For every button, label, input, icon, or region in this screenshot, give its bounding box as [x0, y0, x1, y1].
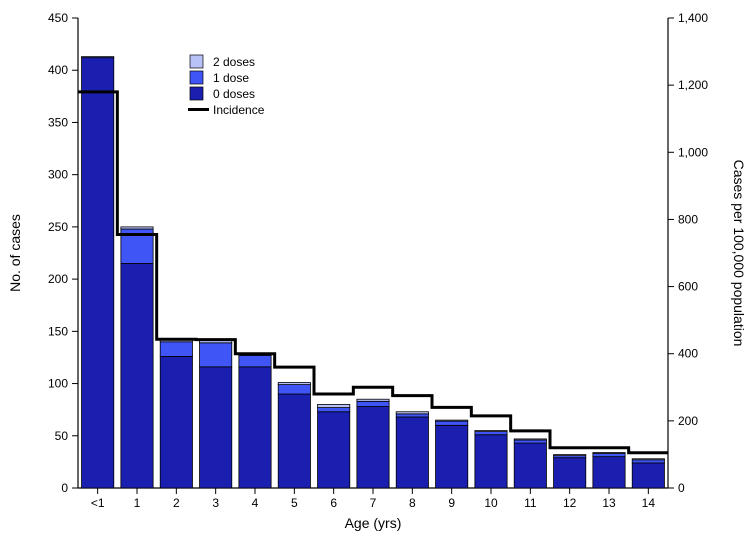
x-tick-label: 8	[409, 496, 416, 510]
legend-swatch	[190, 87, 203, 100]
bar-doses2	[593, 452, 625, 453]
x-tick-label: <1	[91, 496, 105, 510]
bar-doses1	[514, 440, 546, 443]
y-left-tick-label: 400	[48, 63, 68, 77]
bar-doses0	[160, 356, 192, 488]
bar-doses0	[632, 463, 664, 488]
bar-doses1	[160, 342, 192, 357]
legend-swatch	[190, 55, 203, 68]
x-tick-label: 2	[173, 496, 180, 510]
legend-label: 1 dose	[213, 71, 249, 85]
chart-container: 0 50 100 150 200 250 300 350 400 450 0 200 400 600 800…	[0, 0, 750, 551]
bar-doses0	[357, 407, 389, 488]
x-tick-label: 7	[370, 496, 377, 510]
bar-doses1	[318, 408, 350, 412]
y-right-tick-label: 800	[678, 212, 698, 226]
x-tick-label: 9	[448, 496, 455, 510]
bar-doses2	[318, 404, 350, 407]
x-tick-label: 13	[602, 496, 616, 510]
x-tick-label: 4	[252, 496, 259, 510]
bar-doses0	[82, 58, 114, 488]
bar-doses1	[632, 460, 664, 463]
y-right-tick-label: 200	[678, 414, 698, 428]
x-tick-label: 5	[291, 496, 298, 510]
bar-doses2	[514, 439, 546, 440]
y-right-tick-label: 400	[678, 347, 698, 361]
x-tick-label: 1	[134, 496, 141, 510]
bar-doses1	[436, 421, 468, 425]
bar-doses1	[278, 385, 310, 394]
bar-doses2	[475, 431, 507, 432]
y-left-tick-label: 350	[48, 115, 68, 129]
bar-doses1	[396, 414, 428, 417]
bar-doses0	[593, 457, 625, 488]
bar-doses0	[200, 367, 232, 488]
bar-doses2	[278, 383, 310, 385]
bar-doses0	[514, 443, 546, 488]
legend-label: 0 doses	[213, 87, 255, 101]
bar-doses2	[357, 399, 389, 401]
x-tick-label: 6	[330, 496, 337, 510]
bar-doses2	[554, 455, 586, 456]
y-left-tick-label: 250	[48, 220, 68, 234]
y-right-label: Cases per 100,000 population	[731, 160, 747, 347]
x-tick-label: 3	[212, 496, 219, 510]
bar-doses1	[239, 355, 271, 366]
x-axis-label: Age (yrs)	[345, 515, 402, 531]
y-right-tick-label: 0	[678, 481, 685, 495]
y-left-tick-label: 300	[48, 168, 68, 182]
x-tick-label: 10	[484, 496, 498, 510]
bar-doses1	[357, 401, 389, 406]
chart-svg: 0 50 100 150 200 250 300 350 400 450 0 200 400 600 800…	[0, 0, 750, 551]
bar-doses1	[82, 57, 114, 58]
legend-label: Incidence	[213, 103, 265, 117]
bar-doses0	[554, 458, 586, 488]
legend-swatch	[190, 71, 203, 84]
y-left-tick-label: 150	[48, 324, 68, 338]
bar-doses0	[121, 263, 153, 488]
bar-doses2	[396, 412, 428, 414]
x-tick-label: 11	[524, 496, 537, 510]
bar-doses0	[436, 425, 468, 488]
y-left-tick-label: 200	[48, 272, 68, 286]
y-left-tick-label: 50	[55, 429, 69, 443]
legend-label: 2 doses	[213, 55, 255, 69]
y-left-tick-label: 450	[48, 11, 68, 25]
x-tick-label: 14	[642, 496, 656, 510]
y-right-tick-label: 1,200	[678, 78, 708, 92]
bar-doses2	[436, 420, 468, 421]
bar-doses2	[632, 459, 664, 460]
bar-doses1	[593, 454, 625, 457]
y-right-tick-label: 600	[678, 280, 698, 294]
bar-doses0	[239, 367, 271, 488]
bar-doses1	[200, 343, 232, 367]
bar-doses0	[396, 417, 428, 488]
y-right-tick-label: 1,000	[678, 145, 708, 159]
bar-doses0	[475, 435, 507, 488]
bar-doses0	[278, 394, 310, 488]
y-left-label: No. of cases	[7, 214, 23, 292]
bar-doses1	[475, 432, 507, 435]
bar-doses2	[121, 227, 153, 229]
y-right-tick-label: 1,400	[678, 11, 708, 25]
bar-doses0	[318, 412, 350, 488]
y-left-tick-label: 0	[61, 481, 68, 495]
y-left-tick-label: 100	[48, 377, 68, 391]
x-tick-label: 12	[563, 496, 577, 510]
